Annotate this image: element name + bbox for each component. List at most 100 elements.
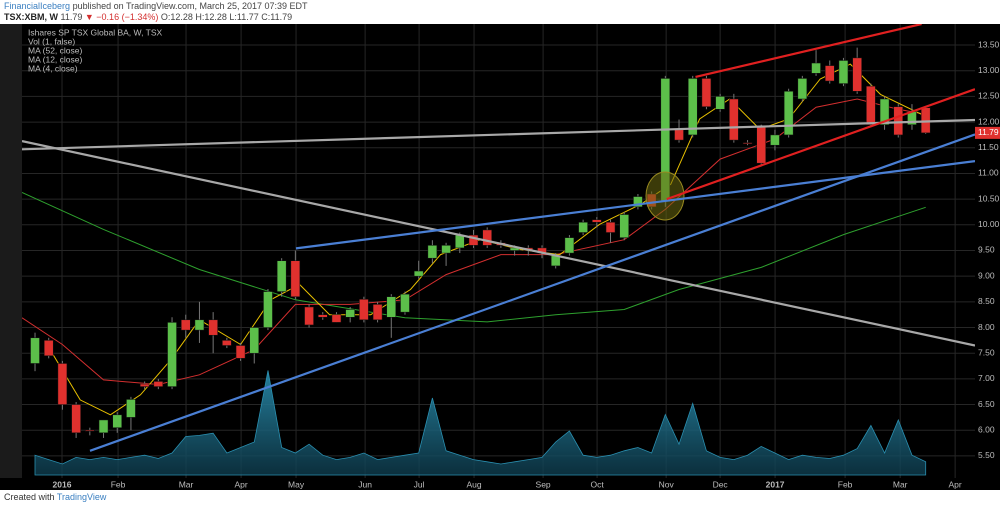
y-tick-label: 11.50 [978, 142, 999, 152]
symbol: TSX:XBM, W [4, 12, 58, 22]
candle-body [825, 65, 835, 82]
candle-body [619, 214, 629, 238]
moving-average [22, 98, 926, 386]
candle-body [318, 314, 328, 318]
x-tick-label: Aug [466, 479, 481, 489]
last: 11.79 [60, 12, 83, 22]
trend-line [295, 160, 975, 250]
footer-text: Created with [4, 492, 55, 502]
candle-body [756, 126, 766, 164]
candle-body [263, 291, 273, 328]
trend-line [89, 133, 975, 452]
candle-body [455, 234, 465, 249]
x-tick-label: Mar [179, 479, 194, 489]
candle-body [482, 229, 492, 246]
candle-body [797, 78, 808, 100]
candle-body [85, 429, 95, 432]
highlight-circle [645, 171, 685, 221]
candle-body [729, 98, 739, 141]
candle-body [866, 85, 876, 125]
grid [22, 24, 975, 478]
y-tick-label: 10.00 [978, 219, 1000, 229]
chart-title: Ishares SP TSX Global BA, W, TSX [28, 27, 163, 37]
background [0, 24, 1000, 490]
legend-entry: Vol (1, false) [28, 36, 75, 46]
candle-body [564, 237, 575, 254]
header: FinancialIceberg published on TradingVie… [4, 1, 308, 23]
candle-body [359, 299, 369, 321]
quote-line: TSX:XBM, W 11.79 ▼ −0.16 (−1.34%) O:12.2… [4, 12, 308, 23]
chart: 5.50 6.00 6.50 7.00 7.50 8.00 8.50 9.00 9.50 10.0… [0, 24, 1000, 490]
candle-body [276, 260, 287, 292]
change: ▼ −0.16 (−1.34%) [84, 12, 159, 22]
candle-body [126, 399, 136, 418]
candle-body [770, 134, 780, 146]
candle-body [345, 309, 355, 318]
candle-body [304, 306, 314, 326]
candle-body [235, 345, 246, 359]
trend-line [666, 88, 975, 201]
left-strip [0, 24, 22, 478]
candle-body [633, 196, 643, 208]
x-tick-label: 2017 [766, 479, 785, 489]
x-tick-label: Sep [536, 479, 551, 489]
candle-body [290, 260, 301, 297]
footer-brand[interactable]: TradingView [56, 492, 107, 502]
plot-area [22, 47, 931, 476]
y-tick-label: 7.00 [978, 373, 995, 383]
candle-body [139, 383, 150, 387]
candle-body [783, 91, 794, 136]
author[interactable]: FinancialIceberg [4, 1, 71, 11]
candle-body [687, 78, 698, 136]
x-tick-label: 2016 [53, 479, 72, 489]
trend-line [695, 24, 922, 78]
candle-body [71, 404, 81, 434]
candle-body [674, 129, 684, 141]
legend-entry: MA (52, close) [28, 45, 82, 55]
x-tick-label: Mar [893, 479, 908, 489]
trend-line [22, 118, 975, 151]
x-tick-label: Apr [234, 479, 247, 489]
publish-line: FinancialIceberg published on TradingVie… [4, 1, 308, 12]
x-tick-label: Feb [838, 479, 853, 489]
candle-body [98, 419, 109, 434]
candle-body [920, 107, 931, 134]
x-tick-label: Dec [713, 479, 729, 489]
candle-body [167, 322, 177, 387]
y-tick-label: 8.50 [978, 296, 995, 306]
candle-body [715, 96, 725, 110]
candle-body [701, 78, 712, 107]
candle-body [372, 304, 383, 321]
x-tick-label: Apr [949, 479, 962, 489]
y-tick-label: 5.50 [978, 450, 995, 460]
candle-body [30, 337, 40, 364]
candle-body [578, 221, 588, 233]
candle-body [249, 327, 260, 354]
candle-body [413, 270, 424, 277]
candle-body [605, 221, 616, 233]
candle-body [180, 319, 191, 331]
price-tag-label: 11.79 [978, 127, 999, 137]
y-tick-label: 6.50 [978, 399, 995, 409]
candle-body [838, 60, 849, 84]
candle-body [879, 98, 890, 125]
candle-body [194, 319, 205, 331]
y-tick-label: 12.00 [978, 116, 1000, 126]
candle-body [441, 245, 451, 254]
candle-body [57, 363, 68, 405]
overlay [22, 24, 975, 452]
candle-body [112, 414, 122, 428]
legend-entry: MA (12, close) [28, 54, 82, 64]
y-tick-label: 7.50 [978, 347, 995, 357]
y-tick-label: 9.50 [978, 245, 995, 255]
candle-body [222, 340, 232, 346]
y-tick-label: 8.00 [978, 322, 995, 332]
footer: Created with TradingView [4, 492, 106, 502]
x-tick-label: May [288, 479, 305, 489]
candle-body [153, 381, 164, 387]
x-tick-label: Nov [659, 479, 675, 489]
candle-body [331, 314, 342, 323]
candle-body [386, 296, 397, 318]
